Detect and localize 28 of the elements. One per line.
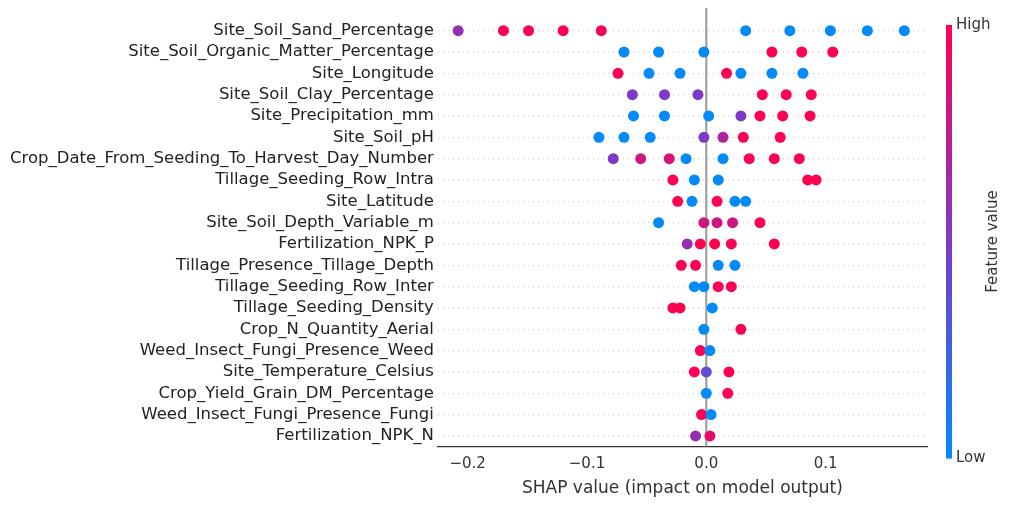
x-tick-label: −0.1: [568, 454, 606, 473]
x-tick-label: 0.1: [813, 454, 838, 473]
color-bar-title: Feature value: [982, 190, 1001, 293]
y-tick-label: Site_Soil_Sand_Percentage: [213, 19, 434, 40]
y-tick-label: Site_Longitude: [311, 62, 434, 83]
y-tick-label: Crop_N_Quantity_Aerial: [239, 318, 434, 339]
y-tick-label: Site_Soil_Organic_Matter_Percentage: [128, 41, 434, 62]
x-axis-title: SHAP value (impact on model output): [522, 477, 843, 498]
color-bar-label: Low: [956, 447, 986, 466]
y-tick-label: Fertilization_NPK_P: [278, 233, 434, 254]
y-tick-label: Weed_Insect_Fungi_Presence_Fungi: [141, 403, 434, 424]
y-tick-label: Tillage_Seeding_Row_Inter: [214, 275, 435, 296]
y-tick-label: Site_Latitude: [326, 190, 434, 211]
y-tick-label: Site_Soil_pH: [333, 126, 434, 147]
x-tick-label: −0.2: [449, 454, 486, 473]
y-tick-label: Crop_Yield_Grain_DM_Percentage: [158, 382, 434, 403]
y-tick-label: Fertilization_NPK_N: [275, 425, 434, 446]
y-tick-label: Site_Precipitation_mm: [250, 105, 434, 126]
y-tick-label: Site_Soil_Depth_Variable_m: [206, 211, 434, 232]
y-tick-label: Tillage_Seeding_Row_Intra: [214, 169, 434, 190]
y-tick-label: Tillage_Presence_Tillage_Depth: [175, 254, 434, 275]
color-bar-label: High: [956, 14, 991, 33]
y-tick-label: Site_Temperature_Celsius: [222, 361, 434, 382]
x-tick-label: 0.0: [694, 454, 719, 473]
y-tick-label: Weed_Insect_Fungi_Presence_Weed: [139, 339, 434, 360]
y-tick-label: Tillage_Seeding_Density: [232, 297, 435, 318]
y-tick-label: Site_Soil_Clay_Percentage: [218, 83, 434, 104]
y-tick-label: Crop_Date_From_Seeding_To_Harvest_Day_Number: [9, 147, 435, 168]
